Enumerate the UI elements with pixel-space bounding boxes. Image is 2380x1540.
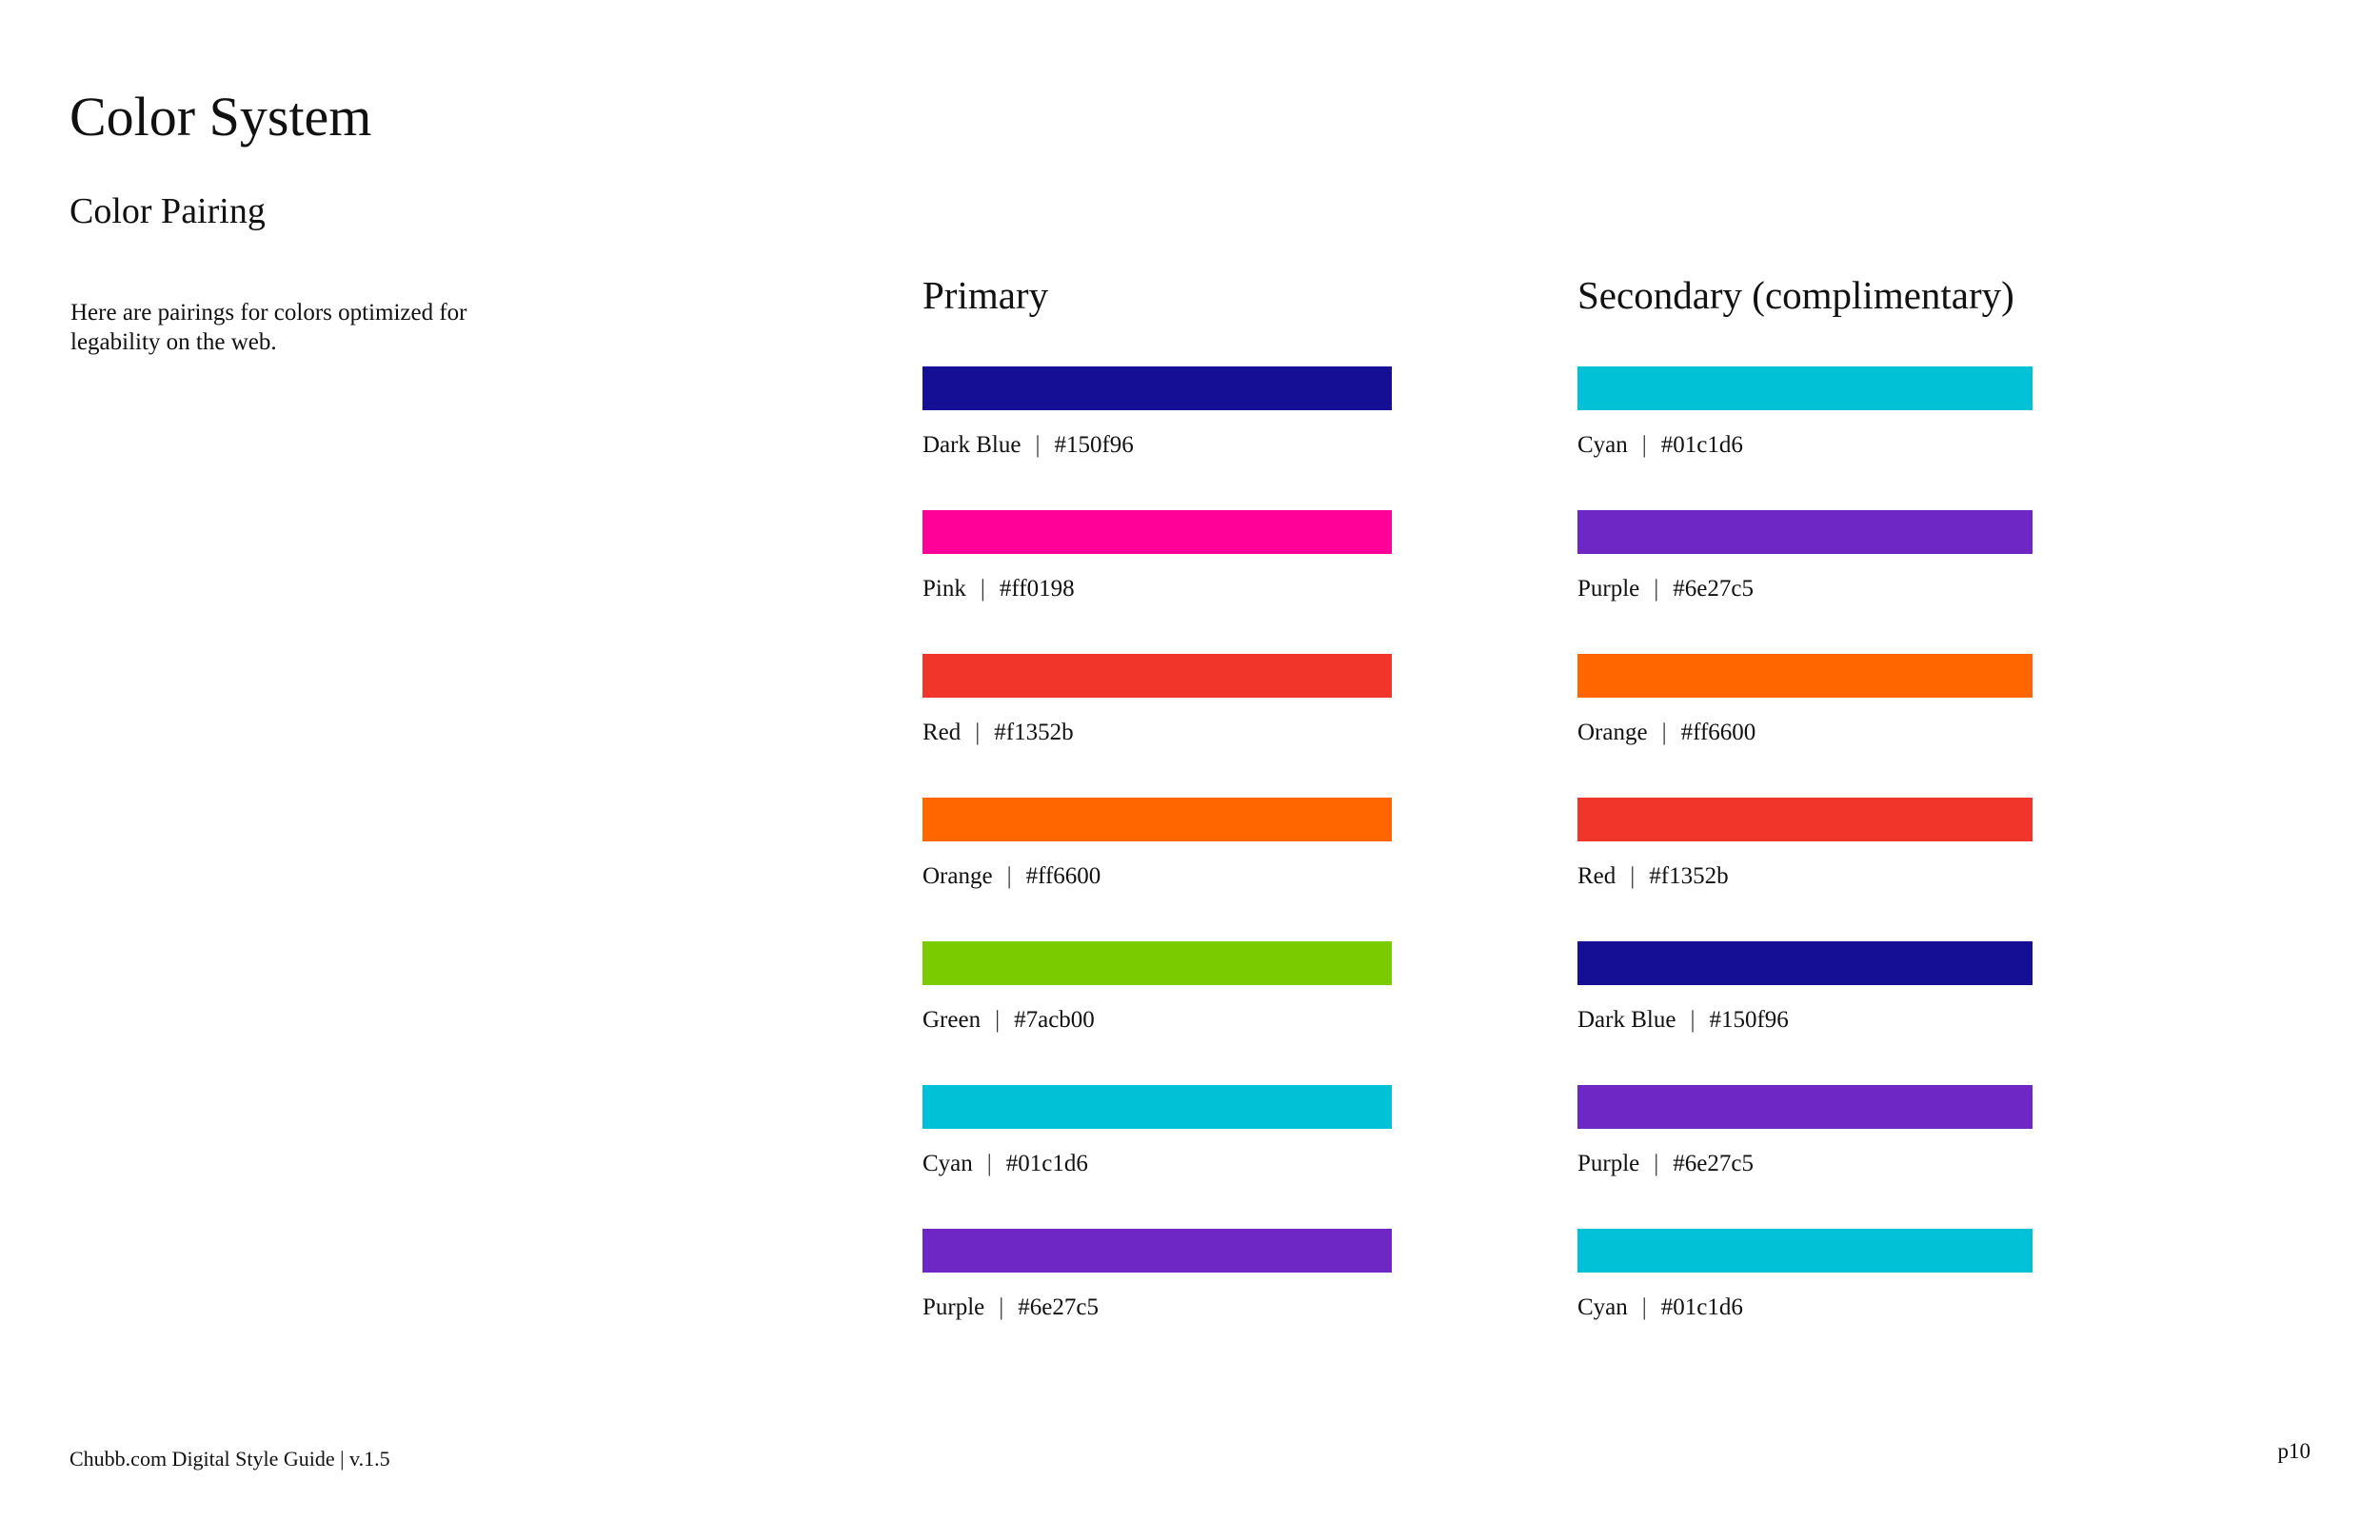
page-subtitle: Color Pairing (69, 190, 266, 231)
swatch-label: Cyan | #01c1d6 (1577, 431, 2033, 461)
swatch-label: Cyan | #01c1d6 (1577, 1293, 2033, 1323)
label-separator: | (1641, 1294, 1647, 1321)
swatch-color-name: Cyan (1577, 1294, 1628, 1321)
swatch-color-name: Orange (1577, 720, 1648, 746)
swatch-hex-value: #f1352b (1649, 863, 1729, 890)
swatch-label: Purple | #6e27c5 (1577, 575, 2033, 604)
color-pair-row: Purple | #6e27c5 (1577, 1085, 2033, 1179)
swatch-color-name: Cyan (922, 1151, 973, 1177)
color-pair-row: Green | #7acb00 (922, 941, 1392, 1036)
swatch-color-name: Dark Blue (1577, 1007, 1676, 1034)
swatch-color-name: Dark Blue (922, 432, 1021, 459)
color-swatch-purple (1577, 510, 2033, 555)
swatch-label: Purple | #6e27c5 (1577, 1150, 2033, 1179)
label-separator: | (1035, 432, 1041, 459)
swatch-hex-value: #01c1d6 (1005, 1151, 1088, 1177)
swatch-hex-value: #7acb00 (1014, 1007, 1095, 1034)
color-swatch-cyan (922, 1085, 1392, 1130)
swatch-hex-value: #150f96 (1054, 432, 1134, 459)
column-heading-primary: Primary (922, 273, 1049, 317)
page-number: p10 (2277, 1439, 2311, 1463)
swatch-label: Orange | #ff6600 (922, 862, 1392, 892)
color-pair-row: Red | #f1352b (922, 654, 1392, 748)
label-separator: | (1690, 1007, 1696, 1034)
swatch-label: Dark Blue | #150f96 (1577, 1006, 2033, 1036)
color-swatch-red (1577, 798, 2033, 842)
color-pair-row: Cyan | #01c1d6 (1577, 366, 2033, 461)
color-pair-row: Orange | #ff6600 (1577, 654, 2033, 748)
swatch-label: Purple | #6e27c5 (922, 1293, 1392, 1323)
color-pair-row: Dark Blue | #150f96 (1577, 941, 2033, 1036)
label-separator: | (1641, 432, 1647, 459)
swatch-hex-value: #6e27c5 (1018, 1294, 1099, 1321)
color-pair-row: Purple | #6e27c5 (922, 1229, 1392, 1323)
swatch-color-name: Cyan (1577, 432, 1628, 459)
color-pair-row: Pink | #ff0198 (922, 510, 1392, 604)
swatch-hex-value: #150f96 (1709, 1007, 1789, 1034)
swatch-color-name: Red (922, 720, 962, 746)
label-separator: | (1006, 863, 1012, 890)
swatch-color-name: Pink (922, 576, 966, 602)
color-swatch-dark-blue (922, 366, 1392, 411)
color-swatch-red (922, 654, 1392, 699)
swatch-hex-value: #01c1d6 (1660, 1294, 1743, 1321)
swatch-hex-value: #f1352b (994, 720, 1074, 746)
page-title: Color System (69, 85, 372, 148)
color-swatch-pink (922, 510, 1392, 555)
swatch-hex-value: #6e27c5 (1673, 1151, 1754, 1177)
swatch-hex-value: #ff0198 (999, 576, 1075, 602)
secondary-color-column: Secondary (complimentary) Cyan | #01c1d6… (1577, 273, 2033, 1372)
label-separator: | (1630, 863, 1636, 890)
swatch-label: Green | #7acb00 (922, 1006, 1392, 1036)
swatch-label: Pink | #ff0198 (922, 575, 1392, 604)
swatch-color-name: Red (1577, 863, 1616, 890)
label-separator: | (999, 1294, 1004, 1321)
swatch-label: Dark Blue | #150f96 (922, 431, 1392, 461)
color-swatch-orange (1577, 654, 2033, 699)
swatch-hex-value: #6e27c5 (1673, 576, 1754, 602)
color-swatch-cyan (1577, 1229, 2033, 1273)
color-pair-row: Cyan | #01c1d6 (1577, 1229, 2033, 1323)
swatch-color-name: Purple (1577, 1151, 1640, 1177)
swatch-hex-value: #ff6600 (1025, 863, 1101, 890)
swatch-label: Orange | #ff6600 (1577, 719, 2033, 748)
label-separator: | (1654, 1151, 1659, 1177)
swatch-color-name: Green (922, 1007, 982, 1034)
description-text: Here are pairings for colors optimized f… (70, 300, 467, 355)
swatch-color-name: Purple (922, 1294, 985, 1321)
color-pair-row: Dark Blue | #150f96 (922, 366, 1392, 461)
color-swatch-orange (922, 798, 1392, 842)
color-pair-row: Red | #f1352b (1577, 798, 2033, 892)
color-pair-row: Purple | #6e27c5 (1577, 510, 2033, 604)
color-swatch-dark-blue (1577, 941, 2033, 986)
swatch-label: Red | #f1352b (922, 719, 1392, 748)
swatch-hex-value: #01c1d6 (1660, 432, 1743, 459)
color-pair-row: Orange | #ff6600 (922, 798, 1392, 892)
primary-color-column: Primary Dark Blue | #150f96 Pink | #ff01… (922, 273, 1392, 1372)
color-swatch-green (922, 941, 1392, 986)
swatch-color-name: Orange (922, 863, 993, 890)
color-swatch-purple (1577, 1085, 2033, 1130)
label-separator: | (975, 720, 981, 746)
label-separator: | (980, 576, 985, 602)
footer-document-title: Chubb.com Digital Style Guide | v.1.5 (69, 1447, 390, 1471)
swatch-color-name: Purple (1577, 576, 1640, 602)
color-swatch-purple (922, 1229, 1392, 1273)
label-separator: | (1654, 576, 1659, 602)
label-separator: | (995, 1007, 1001, 1034)
color-pair-row: Cyan | #01c1d6 (922, 1085, 1392, 1179)
label-separator: | (986, 1151, 992, 1177)
column-heading-secondary: Secondary (complimentary) (1577, 273, 2014, 317)
swatch-label: Red | #f1352b (1577, 862, 2033, 892)
color-swatch-cyan (1577, 366, 2033, 411)
swatch-label: Cyan | #01c1d6 (922, 1150, 1392, 1179)
label-separator: | (1661, 720, 1667, 746)
swatch-hex-value: #ff6600 (1680, 720, 1756, 746)
